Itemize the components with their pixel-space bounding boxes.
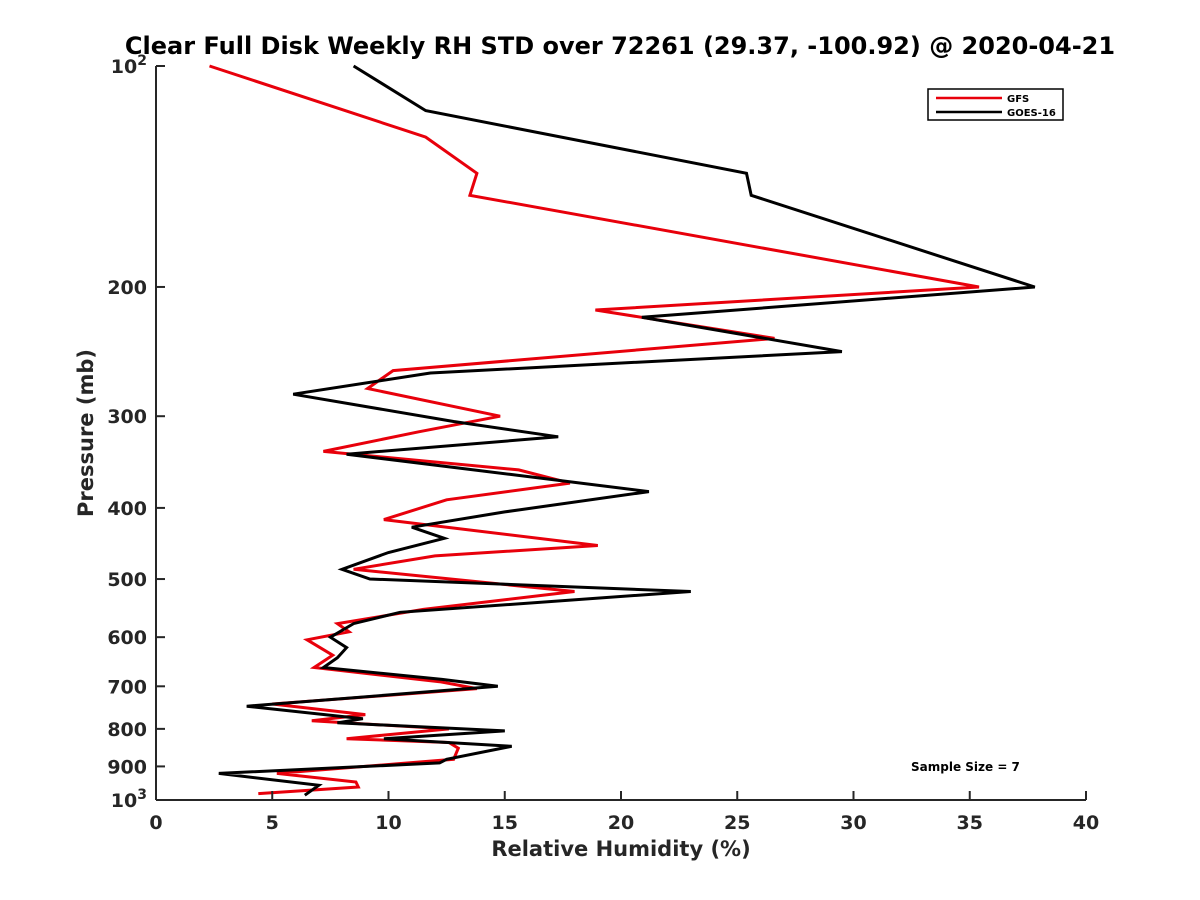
x-tick-label: 30: [840, 812, 866, 834]
y-tick-label: 500: [107, 569, 147, 591]
y-tick-label: 200: [107, 277, 147, 299]
series-line-goes-16: [218, 64, 1036, 797]
plot-area: [156, 66, 1086, 800]
x-tick-label: 5: [266, 812, 279, 834]
y-tick-label: 103: [111, 787, 147, 812]
chart-title: Clear Full Disk Weekly RH STD over 72261…: [125, 32, 1115, 60]
x-ticks: 0 5 10 15 20 25 30 35 40: [149, 791, 1099, 834]
y-tick-label: 102: [111, 53, 147, 78]
y-tick-label: 900: [107, 756, 147, 778]
y-tick-label: 600: [107, 627, 147, 649]
y-axis-label: Pressure (mb): [74, 349, 98, 517]
x-tick-label: 15: [492, 812, 518, 834]
legend: GFS GOES-16: [927, 88, 1064, 121]
legend-label-goes-16: GOES-16: [1007, 108, 1056, 119]
sample-size-annotation: Sample Size = 7: [911, 760, 1020, 774]
x-tick-label: 40: [1073, 812, 1099, 834]
x-tick-label: 10: [375, 812, 401, 834]
legend-label-gfs: GFS: [1007, 94, 1029, 105]
y-tick-label: 700: [107, 676, 147, 698]
x-axis-label: Relative Humidity (%): [491, 837, 750, 861]
x-tick-label: 0: [149, 812, 162, 834]
y-tick-label: 400: [107, 498, 147, 520]
y-ticks: 102 200 300 400 500 600 700 800 900 103: [107, 53, 165, 812]
plot-background: [156, 66, 1086, 800]
y-tick-label: 300: [107, 406, 147, 428]
x-tick-label: 35: [957, 812, 983, 834]
series-layer: [209, 64, 1036, 797]
y-tick-label: 800: [107, 719, 147, 741]
x-tick-label: 20: [608, 812, 634, 834]
x-tick-label: 25: [724, 812, 750, 834]
legend-box: [927, 88, 1064, 121]
